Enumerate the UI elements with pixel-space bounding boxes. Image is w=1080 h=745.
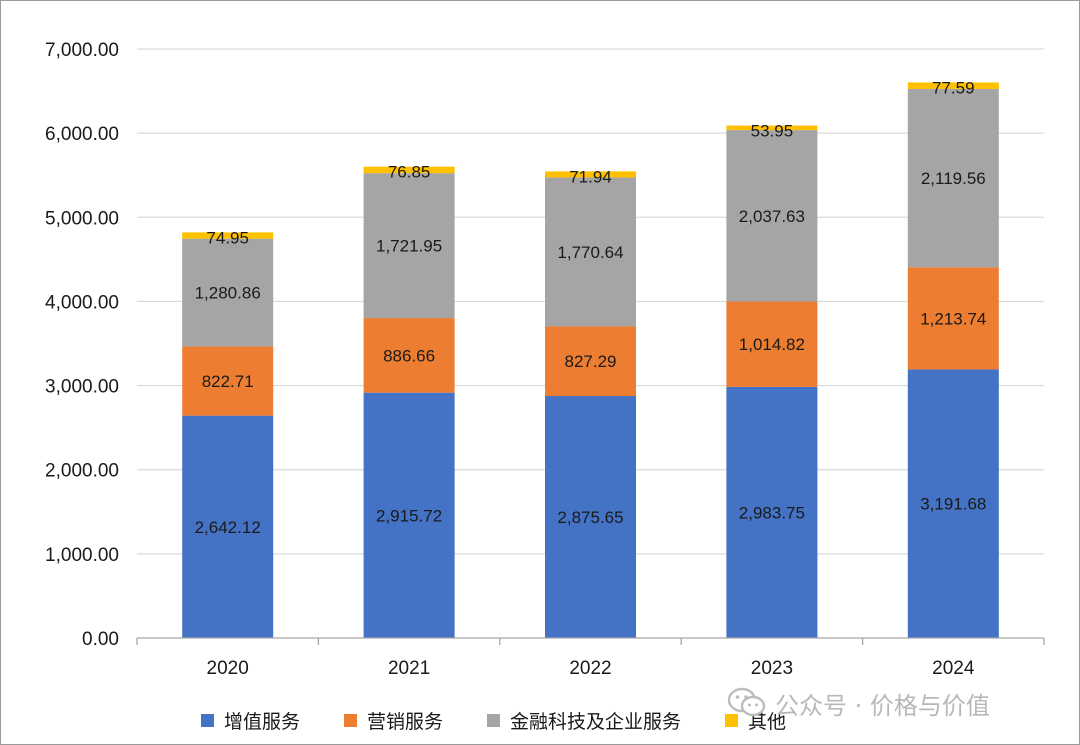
- legend-label: 其他: [748, 710, 787, 733]
- y-axis-tick-labels: 0.00 1,000.00 2,000.00 3,000.00 4,000.00 5,00…: [45, 40, 119, 650]
- legend-item: 增值服务: [201, 707, 300, 734]
- bar-2021-s3: [363, 166, 455, 174]
- bar-2022-s3: [545, 171, 636, 178]
- legend-item: 其他: [725, 707, 786, 734]
- bar-2024-s1: [907, 267, 999, 370]
- legend-item: 金融科技及企业服务: [487, 707, 681, 734]
- bar-2022-s0: [545, 396, 636, 638]
- data-label: 74.95: [206, 228, 249, 247]
- data-label: 76.85: [388, 163, 431, 182]
- stacked-bar-chart: 0.00 1,000.00 2,000.00 3,000.00 4,000.00 5,00…: [45, 40, 1045, 679]
- y-tick-label: 7,000.00: [45, 40, 119, 61]
- x-axis: 2020 2021 2022 2023 2024: [136, 637, 1045, 679]
- y-tick-label: 4,000.00: [45, 292, 119, 313]
- data-label: 1,770.64: [557, 243, 623, 262]
- legend-item: 营销服务: [344, 707, 443, 734]
- watermark-text: 公众号 · 价格与价值: [775, 691, 990, 720]
- bar-2023-s3: [726, 125, 818, 131]
- legend-label: 金融科技及企业服务: [510, 710, 682, 733]
- bar-2021-s0: [363, 392, 455, 638]
- bars: [182, 82, 999, 638]
- data-label: 2,983.75: [739, 503, 805, 522]
- legend-swatch: [487, 713, 501, 727]
- data-label: 827.29: [565, 352, 617, 371]
- y-tick-label: 1,000.00: [45, 545, 119, 566]
- wechat-icon: [727, 687, 766, 717]
- bar-2024-s0: [907, 369, 999, 638]
- x-tick-label: 2021: [388, 658, 430, 679]
- legend-swatch: [344, 713, 358, 727]
- legend-swatch: [201, 713, 214, 727]
- bar-2020-s0: [182, 415, 274, 638]
- y-tick-label: 3,000.00: [45, 377, 119, 398]
- x-tick-label: 2022: [569, 658, 611, 679]
- y-tick-label: 6,000.00: [45, 124, 119, 145]
- bar-2022-s2: [545, 177, 636, 327]
- data-label: 2,915.72: [376, 506, 442, 525]
- y-tick-label: 2,000.00: [45, 461, 119, 482]
- bar-2020-s1: [182, 346, 274, 416]
- data-label: 2,642.12: [195, 518, 261, 537]
- bar-2023-s0: [726, 386, 818, 638]
- data-labels: 2,642.12 822.71 1,280.86 74.95 2,915.72 886.6…: [195, 78, 987, 536]
- data-label: 71.94: [569, 167, 612, 186]
- bar-2021-s2: [363, 173, 455, 319]
- legend-label: 营销服务: [367, 710, 444, 733]
- bar-2021-s1: [363, 318, 455, 393]
- data-label: 53.95: [751, 122, 794, 141]
- legend-label: 增值服务: [224, 710, 301, 733]
- data-label: 77.59: [932, 78, 975, 97]
- x-tick-label: 2020: [207, 658, 249, 679]
- data-label: 1,014.82: [739, 335, 805, 354]
- bar-2020-s2: [182, 238, 274, 347]
- bar-2024-s3: [907, 82, 999, 89]
- data-label: 2,037.63: [739, 207, 805, 226]
- x-tick-label: 2023: [751, 658, 793, 679]
- bar-2024-s2: [907, 88, 999, 268]
- data-label: 1,721.95: [376, 237, 442, 256]
- data-label: 1,213.74: [920, 309, 986, 328]
- data-label: 3,191.68: [920, 495, 986, 514]
- data-label: 2,875.65: [557, 508, 623, 527]
- data-label: 822.71: [202, 372, 254, 391]
- data-label: 2,119.56: [921, 169, 986, 188]
- bar-2020-s3: [182, 232, 274, 239]
- legend: 增值服务 营销服务 金融科技及企业服务 其他: [201, 705, 786, 735]
- data-label: 1,280.86: [195, 284, 261, 303]
- data-label: 886.66: [383, 346, 435, 365]
- x-tick-label: 2024: [932, 658, 975, 679]
- bar-2023-s1: [726, 301, 818, 387]
- watermark: 公众号 · 价格与价值: [727, 683, 990, 723]
- legend-swatch: [725, 713, 739, 727]
- y-tick-label: 5,000.00: [45, 208, 119, 229]
- bar-2022-s1: [545, 326, 636, 397]
- bar-2023-s2: [726, 130, 818, 302]
- y-tick-label: 0.00: [82, 629, 119, 650]
